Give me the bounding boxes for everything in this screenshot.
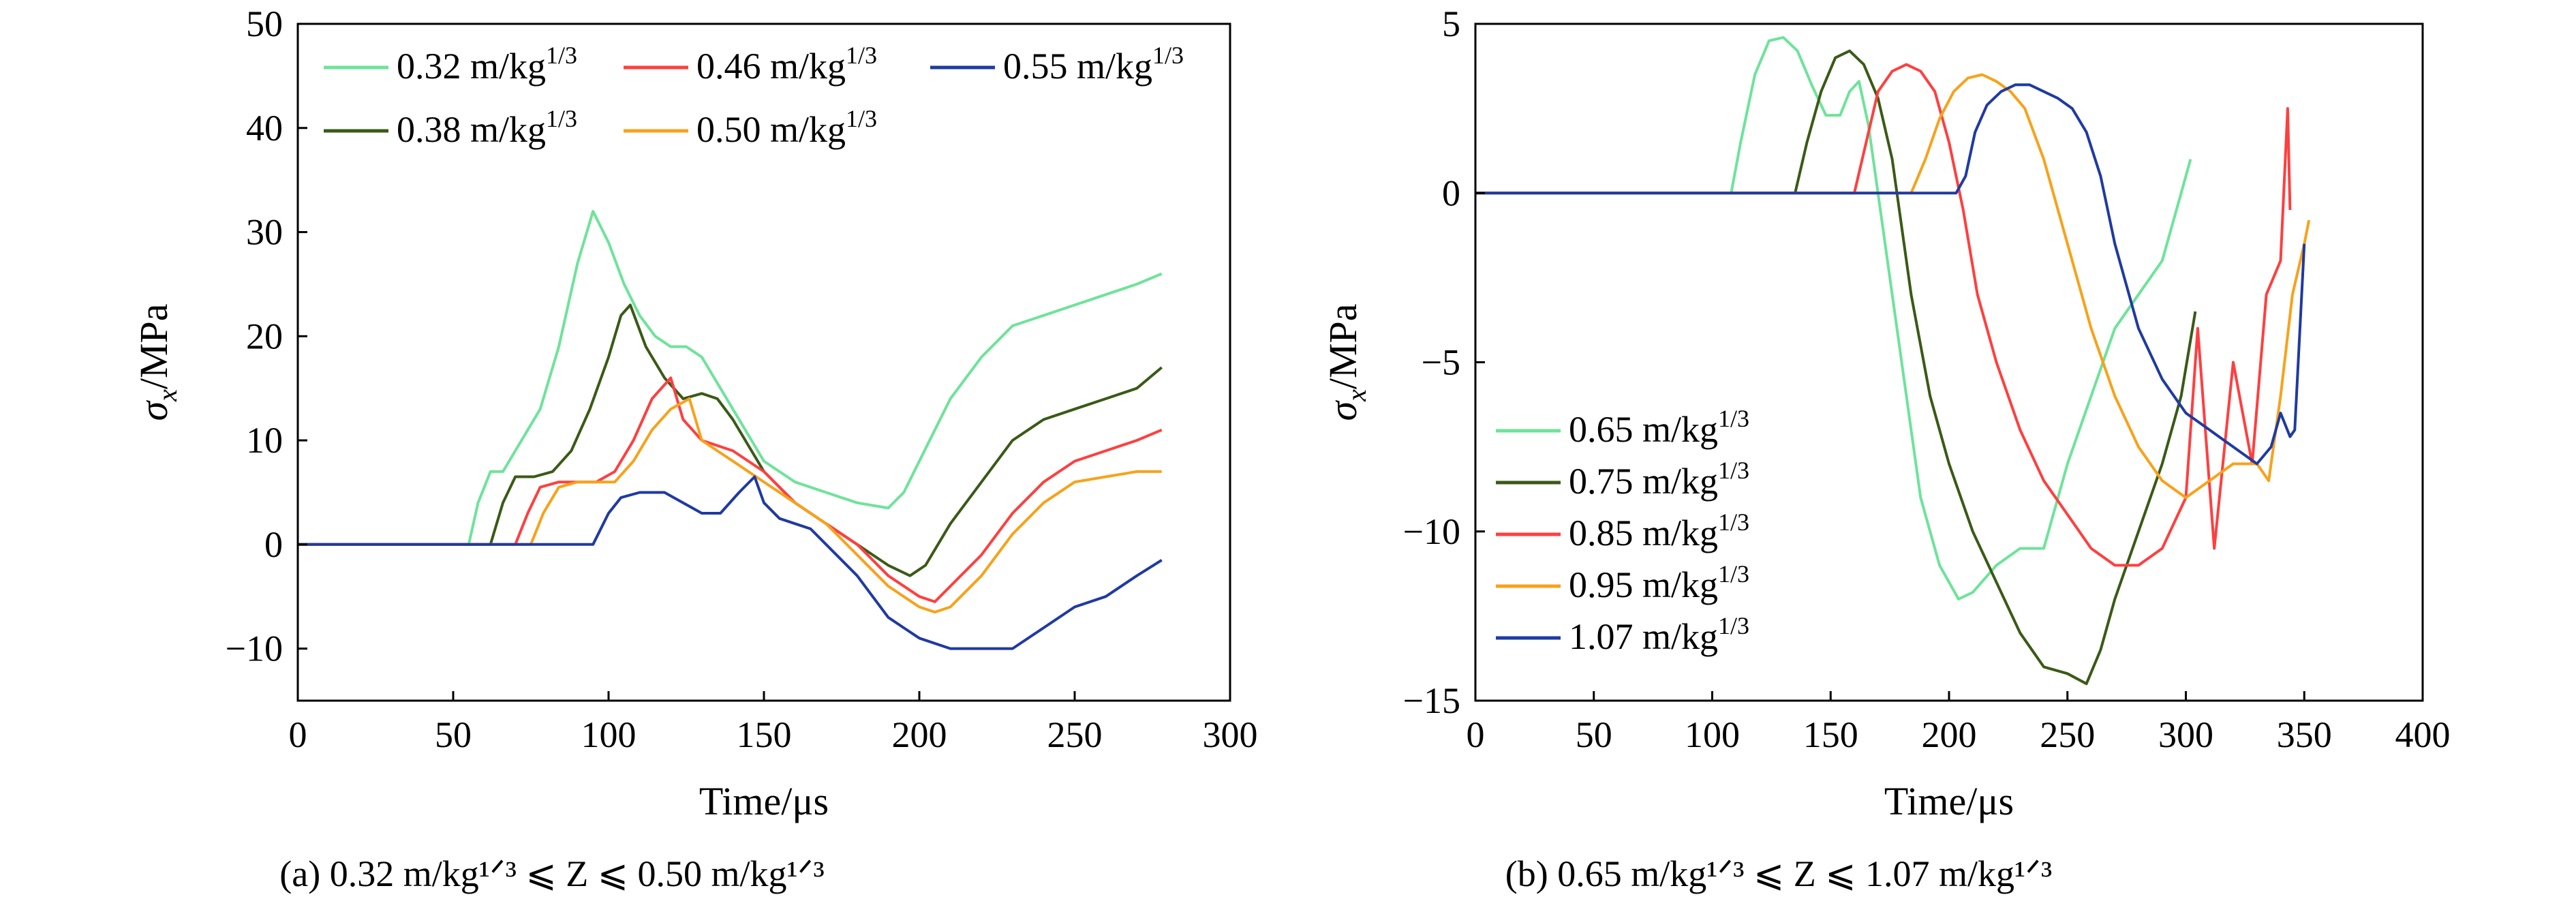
x-tick-label: 100 bbox=[1685, 714, 1740, 755]
y-tick-label: 20 bbox=[246, 316, 283, 356]
series-line-a-3 bbox=[298, 397, 1162, 614]
series-line-b-4 bbox=[1475, 83, 2306, 466]
legend-label: 0.32 m/kg1/3 bbox=[397, 42, 577, 87]
legend-label: 0.65 m/kg1/3 bbox=[1569, 405, 1749, 450]
legend-label: 0.38 m/kg1/3 bbox=[397, 105, 577, 150]
y-tick-label: 50 bbox=[246, 3, 283, 44]
x-tick-label: 250 bbox=[1047, 714, 1103, 755]
y-tick-label: 30 bbox=[246, 212, 283, 253]
x-tick-label: 250 bbox=[2040, 714, 2095, 755]
x-axis-title: Time/μs bbox=[699, 779, 829, 823]
y-tick-label: −10 bbox=[226, 628, 283, 669]
series-line-a-0 bbox=[298, 210, 1163, 546]
panel-a: (a) 0.32 m/kg¹ᐟ³ ⩽ Z ⩽ 0.50 m/kg¹ᐟ³ 0 50 1… bbox=[132, 3, 1258, 894]
legend-label: 0.85 m/kg1/3 bbox=[1569, 508, 1749, 553]
x-tick-label: 350 bbox=[2277, 714, 2332, 755]
y-tick-label: 0 bbox=[1442, 172, 1460, 213]
series-line-b-3 bbox=[1475, 73, 2311, 500]
series-line-b-2 bbox=[1475, 63, 2292, 567]
y-axis-title: σx/MPa bbox=[1321, 303, 1372, 421]
x-tick-label: 150 bbox=[1803, 714, 1858, 755]
x-tick-label: 50 bbox=[1576, 714, 1612, 755]
x-axis-title: Time/μs bbox=[1884, 779, 2014, 823]
series-line-b-1 bbox=[1475, 49, 2197, 686]
y-tick-label: −10 bbox=[1403, 511, 1460, 552]
x-tick-label: 100 bbox=[581, 714, 637, 755]
legend-label: 1.07 m/kg1/3 bbox=[1569, 612, 1749, 657]
y-tick-label: 10 bbox=[246, 420, 283, 461]
caption-a: (a) 0.32 m/kg¹ᐟ³ ⩽ Z ⩽ 0.50 m/kg¹ᐟ³ bbox=[279, 853, 824, 894]
series-line-b-0 bbox=[1475, 35, 2192, 600]
legend-label: 0.75 m/kg1/3 bbox=[1569, 457, 1749, 502]
panel-b: (b) 0.65 m/kg¹ᐟ³ ⩽ Z ⩽ 1.07 m/kg¹ᐟ³ 0 50 1… bbox=[1321, 3, 2451, 894]
y-tick-label: 40 bbox=[246, 108, 283, 149]
legend-label: 0.46 m/kg1/3 bbox=[696, 42, 877, 87]
x-tick-label: 50 bbox=[435, 714, 472, 755]
y-tick-label: 0 bbox=[264, 524, 283, 565]
series-line-a-2 bbox=[298, 376, 1163, 603]
legend-label: 0.95 m/kg1/3 bbox=[1569, 560, 1749, 605]
caption-b: (b) 0.65 m/kg¹ᐟ³ ⩽ Z ⩽ 1.07 m/kg¹ᐟ³ bbox=[1505, 853, 2052, 894]
x-tick-label: 0 bbox=[289, 714, 307, 755]
y-tick-label: −5 bbox=[1422, 342, 1460, 383]
legend-label: 0.50 m/kg1/3 bbox=[696, 105, 877, 150]
y-tick-label: 5 bbox=[1442, 3, 1460, 44]
y-axis-title: σx/MPa bbox=[132, 303, 183, 421]
legend-label: 0.55 m/kg1/3 bbox=[1003, 42, 1184, 87]
y-tick-label: −15 bbox=[1403, 680, 1460, 721]
x-tick-label: 400 bbox=[2395, 714, 2451, 755]
x-tick-label: 200 bbox=[1922, 714, 1977, 755]
x-tick-label: 150 bbox=[737, 714, 792, 755]
series-line-a-1 bbox=[298, 303, 1163, 577]
x-tick-label: 200 bbox=[892, 714, 947, 755]
x-tick-label: 300 bbox=[1203, 714, 1258, 755]
x-tick-label: 300 bbox=[2158, 714, 2213, 755]
series-line-a-4 bbox=[298, 475, 1163, 650]
x-tick-label: 0 bbox=[1467, 714, 1485, 755]
